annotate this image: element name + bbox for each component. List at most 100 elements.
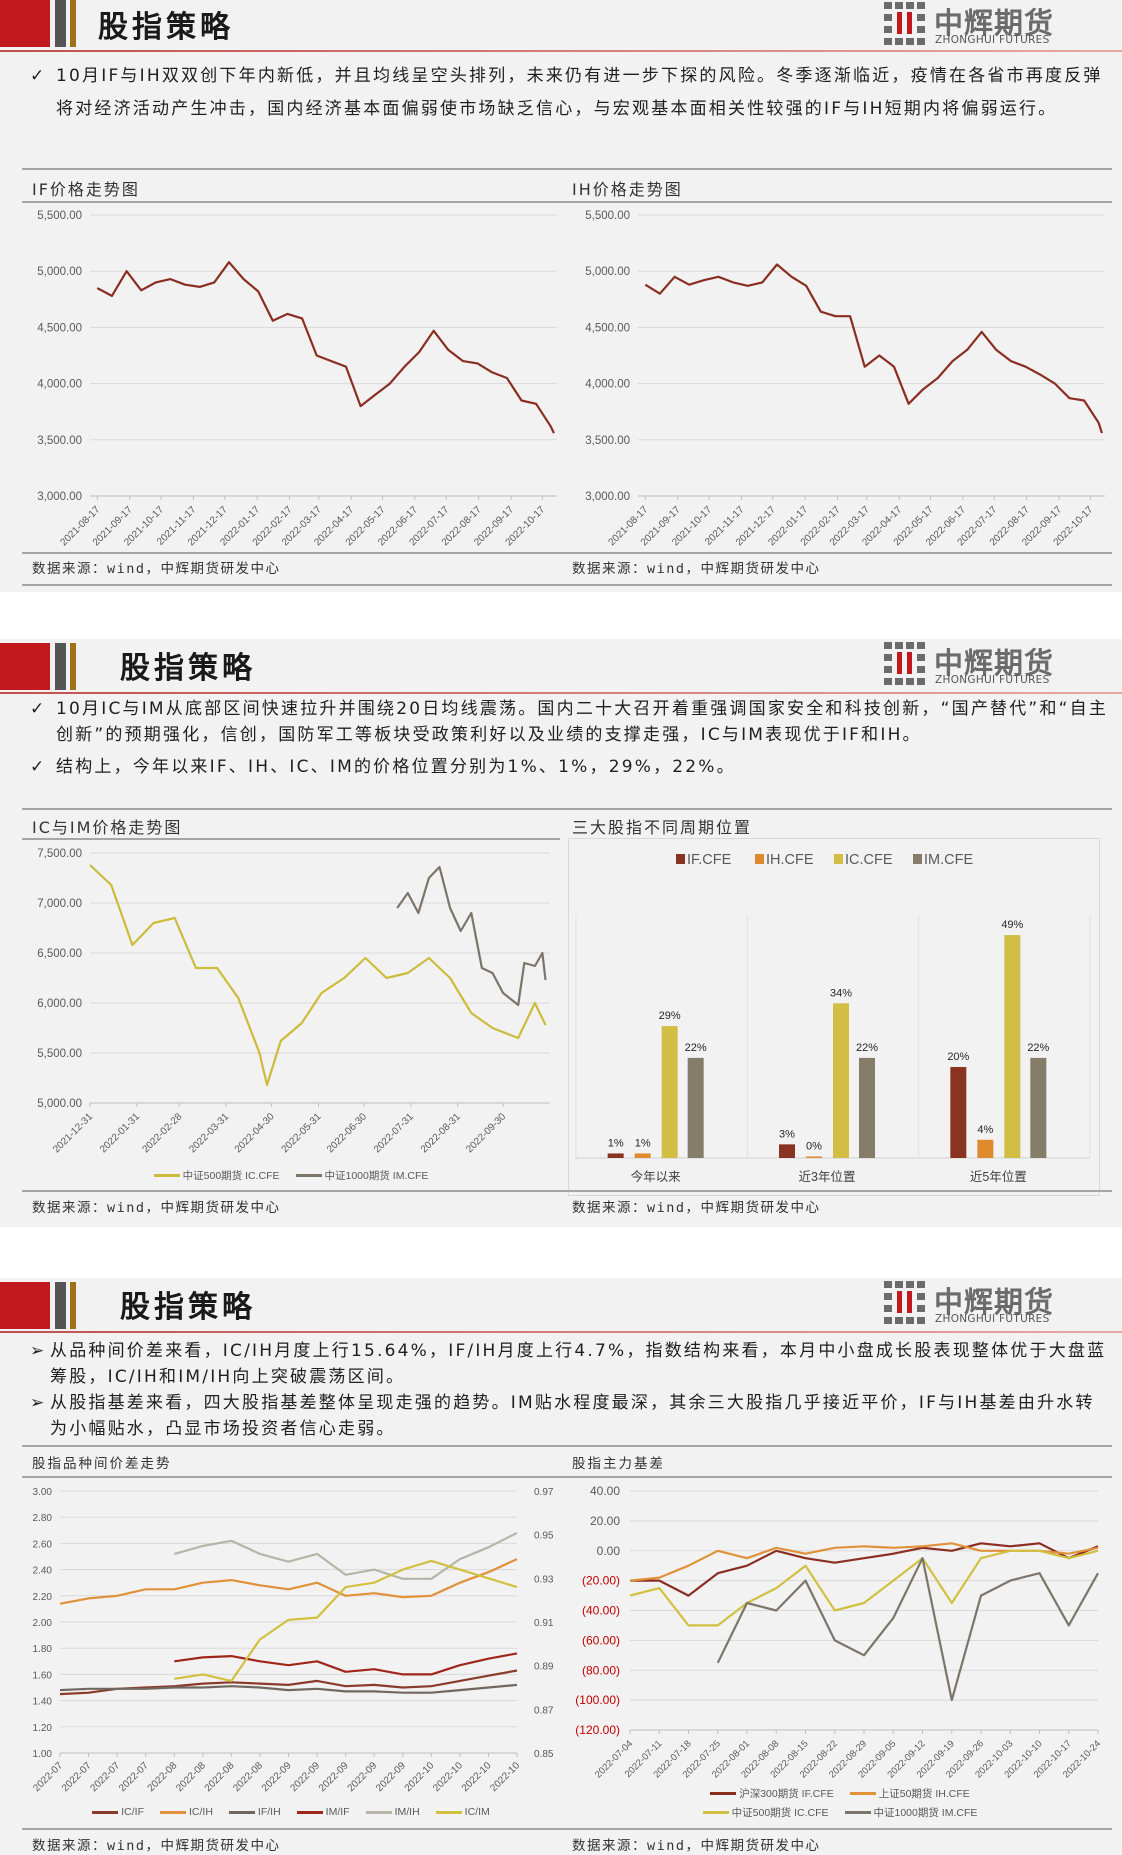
legend-swatch xyxy=(702,1811,729,1814)
bullet-text: 从品种间价差来看，IC/IH月度上行15.64%，IF/IH月度上行4.7%，指… xyxy=(50,1341,1107,1387)
x-tick-label: 2022-10 xyxy=(488,1760,522,1794)
data-label: 0% xyxy=(806,1141,822,1153)
y-tick-label: 2.40 xyxy=(33,1566,53,1577)
zhonghui-logo: 中辉期货 ZHONGHUI FUTURES xyxy=(884,642,1114,688)
y-tick-label: 40.00 xyxy=(590,1484,620,1498)
legend-label: IF.CFE xyxy=(687,852,732,868)
header-divider xyxy=(0,692,1122,694)
y-tick-label: 5,500.00 xyxy=(37,1048,82,1060)
legend-item: IM/IF xyxy=(296,1806,350,1818)
triangle-right-icon: ➢ xyxy=(30,1393,47,1413)
legend-label: IH.CFE xyxy=(766,852,814,868)
page-title: 股指策略 xyxy=(120,651,256,686)
bullet-text: 结构上，今年以来IF、IH、IC、IM的价格位置分别为1%、1%，29%，22%… xyxy=(56,757,736,777)
logo-grid-icon xyxy=(884,2,925,45)
y-tick-label: (100.00) xyxy=(575,1693,620,1707)
series-line xyxy=(96,261,555,434)
x-tick-label: 2022-07 xyxy=(31,1760,65,1794)
y2-tick-label: 0.89 xyxy=(534,1662,554,1673)
header-gray-block xyxy=(55,1282,66,1329)
logo-grid-icon xyxy=(884,642,925,685)
header-gold-block xyxy=(70,1282,76,1329)
legend-swatch xyxy=(296,1810,323,1814)
y2-tick-label: 0.85 xyxy=(534,1749,554,1760)
bar-im-cfe xyxy=(1030,1057,1047,1158)
legend-swatch xyxy=(228,1810,255,1814)
source-note: 数据来源：wind，中辉期货研发中心 xyxy=(32,1200,281,1216)
y-tick-label: 4,500.00 xyxy=(37,322,82,334)
y-tick-label: (40.00) xyxy=(582,1604,620,1618)
category-label: 近5年位置 xyxy=(970,1169,1027,1184)
legend-swatch xyxy=(153,1174,180,1177)
y-tick-label: 1.00 xyxy=(33,1749,53,1760)
chart-title-if: IF价格走势图 xyxy=(32,180,140,199)
category-label: 今年以来 xyxy=(631,1169,682,1184)
data-label: 22% xyxy=(856,1042,878,1054)
series-line xyxy=(644,263,1103,434)
header-red-block xyxy=(0,643,50,690)
series-line-1000-im-cfe xyxy=(396,865,547,1007)
y-tick-label: 3,000.00 xyxy=(37,491,82,503)
y2-tick-label: 0.93 xyxy=(534,1574,554,1585)
legend-label: IC.CFE xyxy=(845,852,893,868)
source-note: 数据来源：wind，中辉期货研发中心 xyxy=(572,561,821,577)
legend-item: IC/IF xyxy=(92,1806,144,1818)
legend-item: 中证1000期货 IM.CFE xyxy=(844,1805,978,1820)
logo-grid-icon xyxy=(884,1281,925,1324)
x-tick-label: 2022-08 xyxy=(203,1760,237,1794)
bar-ic-cfe xyxy=(1004,935,1021,1158)
x-tick-label: 2022-08-31 xyxy=(419,1111,463,1155)
legend-label: 上证50期货 IH.CFE xyxy=(878,1788,970,1800)
x-tick-label: 2022-10 xyxy=(460,1760,494,1794)
position-bar-chart: IF.CFE IH.CFE IC.CFE IM.CFE 1% 1% 29% 22% 今年以来 3%… xyxy=(568,838,1100,1196)
legend-item: 沪深300期货 IF.CFE xyxy=(710,1786,834,1801)
x-tick-label: 2022-01-31 xyxy=(98,1111,142,1155)
divider xyxy=(22,584,1112,586)
x-tick-label: 2022-09-30 xyxy=(464,1111,508,1155)
divider xyxy=(22,1476,1112,1478)
x-tick-label: 2022-08 xyxy=(146,1760,180,1794)
divider xyxy=(22,1190,1112,1192)
y-tick-label: (120.00) xyxy=(575,1723,620,1737)
legend-label: IC/IM xyxy=(464,1806,490,1818)
data-label: 22% xyxy=(1027,1042,1049,1054)
logo-cn-text: 中辉期货 xyxy=(934,6,1055,40)
data-label: 20% xyxy=(947,1051,969,1063)
legend-label: 中证1000期货 IM.CFE xyxy=(873,1807,978,1819)
y-tick-label: 6,500.00 xyxy=(37,948,82,960)
chart-title-position: 三大股指不同周期位置 xyxy=(572,818,753,837)
y2-tick-label: 0.95 xyxy=(534,1531,554,1542)
legend-item: IF/IH xyxy=(228,1806,281,1818)
bullet-text: 从股指基差来看，四大股指基差整体呈现走强的趋势。IM贴水程度最深，其余三大股指几… xyxy=(50,1393,1095,1439)
logo-en-text: ZHONGHUI FUTURES xyxy=(935,1313,1050,1325)
data-label: 29% xyxy=(659,1010,681,1022)
chart-title-ic-im: IC与IM价格走势图 xyxy=(32,818,183,837)
series-line-im-ih xyxy=(174,1531,518,1580)
header-red-block xyxy=(0,1282,50,1329)
x-tick-label: 2022-10 xyxy=(403,1760,437,1794)
series-line-1000-im-cfe xyxy=(716,1557,1099,1702)
x-tick-label: 2022-09 xyxy=(260,1760,294,1794)
spread-chart: 1.00 1.20 1.40 1.60 1.80 2.00 2.20 2.40 2.60 2.80… xyxy=(31,1487,554,1794)
y-tick-label: 1.60 xyxy=(33,1670,53,1681)
y-tick-label: 4,000.00 xyxy=(37,379,82,391)
logo-en-text: ZHONGHUI FUTURES xyxy=(935,34,1050,46)
if-price-chart: 3,000.00 3,500.00 4,000.00 4,500.00 5,000.00… xyxy=(37,210,557,548)
legend-label: IM/IH xyxy=(394,1806,420,1818)
legend-swatch xyxy=(676,854,685,864)
y-tick-label: 7,500.00 xyxy=(37,848,82,860)
check-icon: ✓ xyxy=(30,66,47,86)
bullet-item: ✓ 10月IF与IH双双创下年内新低，并且均线呈空头排列，未来仍有进一步下探的风险… xyxy=(30,60,1110,126)
chart-legend: 沪深300期货 IF.CFE 上证50期货 IH.CFE 中证500期货 IC.CF… xyxy=(640,1786,1040,1820)
bar-ih-cfe xyxy=(806,1156,822,1158)
legend-swatch xyxy=(159,1810,186,1814)
page-title: 股指策略 xyxy=(120,1290,256,1325)
series-line-ic-ih xyxy=(59,1558,518,1605)
y-tick-label: 2.00 xyxy=(33,1618,53,1629)
bar-ic-cfe xyxy=(833,1003,849,1158)
series-line-50-ih-cfe xyxy=(629,1542,1099,1582)
x-tick-label: 2022-08 xyxy=(174,1760,208,1794)
chart-title-basis: 股指主力基差 xyxy=(572,1456,665,1472)
data-label: 3% xyxy=(779,1128,795,1140)
basis-chart: (120.00) (100.00) (80.00) (60.00) (40.00) (20… xyxy=(575,1484,1103,1780)
